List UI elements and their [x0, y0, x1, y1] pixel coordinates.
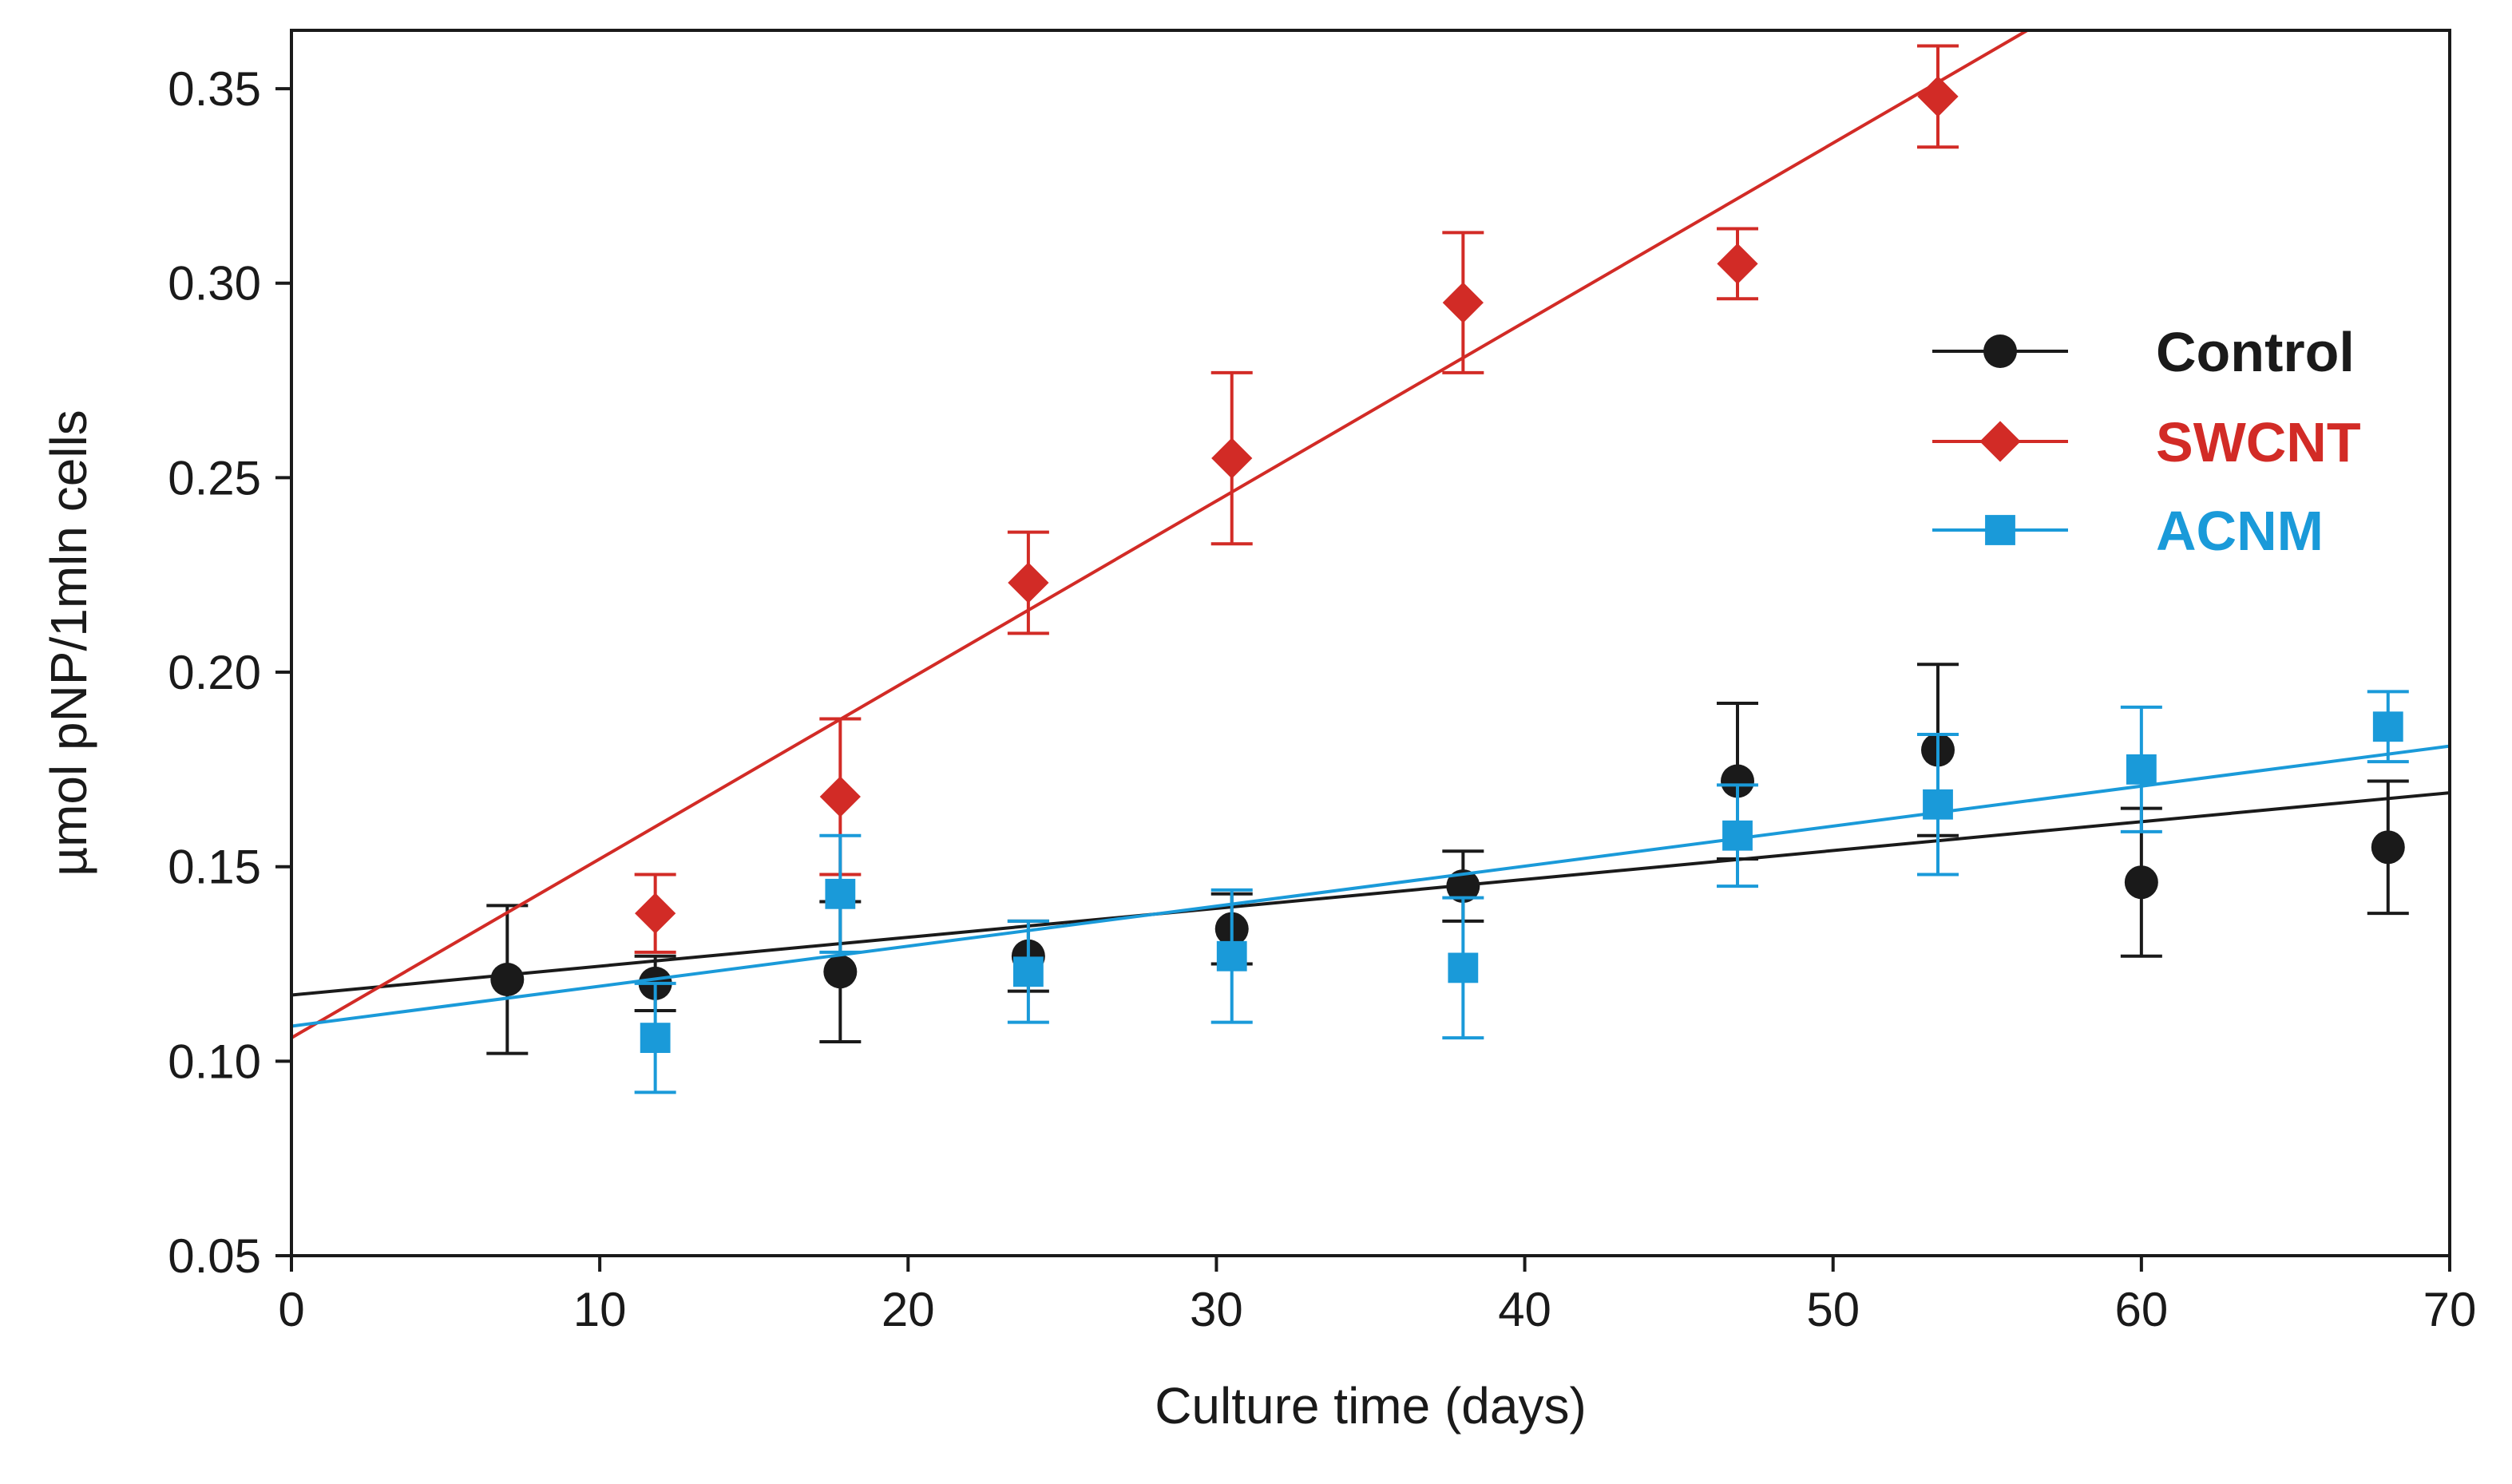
acnm-point	[2126, 754, 2157, 785]
y-axis-title: µmol pNP/1mln cells	[40, 410, 97, 877]
legend-item-acnm: ACNM	[1932, 500, 2324, 562]
control-point	[2371, 830, 2405, 865]
swcnt-point	[1917, 76, 1959, 117]
x-axis: 0 10 20 30 40 50 60 70	[278, 1256, 2476, 1336]
legend: Control SWCNT ACNM	[1932, 321, 2361, 562]
x-tick-label: 60	[2114, 1283, 2168, 1336]
series-acnm	[291, 690, 2451, 1094]
acnm-point	[640, 1023, 671, 1054]
x-tick-label: 0	[278, 1283, 304, 1336]
acnm-point	[1448, 952, 1479, 983]
acnm-point	[1722, 820, 1753, 851]
swcnt-fit-line	[290, 29, 2028, 1039]
legend-marker-acnm	[1985, 515, 2015, 545]
x-tick-label: 10	[573, 1283, 627, 1336]
acnm-point	[1216, 940, 1247, 972]
control-fit-line	[291, 791, 2451, 997]
swcnt-point	[635, 892, 676, 934]
y-tick-label: 0.30	[168, 257, 261, 311]
acnm-point	[825, 878, 856, 909]
swcnt-point	[819, 776, 861, 817]
y-tick-label: 0.15	[168, 841, 261, 894]
x-tick-label: 20	[882, 1283, 935, 1336]
control-point	[1721, 764, 1755, 798]
swcnt-point	[1717, 243, 1758, 285]
swcnt-point	[1008, 562, 1049, 603]
x-tick-label: 30	[1190, 1283, 1243, 1336]
control-point	[490, 963, 525, 997]
legend-label-acnm: ACNM	[2156, 500, 2324, 562]
series-control	[291, 663, 2451, 1055]
acnm-point	[1012, 956, 1044, 987]
acnm-point	[2372, 711, 2403, 742]
y-tick-label: 0.10	[168, 1035, 261, 1088]
x-tick-label: 70	[2423, 1283, 2477, 1336]
plot-area	[290, 29, 2451, 1094]
legend-marker-control	[1983, 334, 2017, 368]
swcnt-point	[1442, 282, 1484, 323]
acnm-fit-line	[291, 744, 2451, 1028]
legend-label-control: Control	[2156, 321, 2355, 383]
control-point	[2124, 865, 2158, 900]
x-tick-label: 40	[1498, 1283, 1551, 1336]
series-swcnt	[290, 29, 2028, 1039]
legend-marker-swcnt	[1979, 421, 2021, 462]
y-tick-label: 0.25	[168, 451, 261, 505]
y-tick-label: 0.35	[168, 62, 261, 116]
y-tick-label: 0.20	[168, 646, 261, 699]
legend-item-control: Control	[1932, 321, 2355, 383]
y-axis: 0.05 0.10 0.15 0.20 0.25 0.30 0.35	[168, 62, 291, 1283]
legend-label-swcnt: SWCNT	[2156, 411, 2361, 473]
control-point	[823, 955, 858, 989]
swcnt-point	[1211, 437, 1253, 479]
legend-item-swcnt: SWCNT	[1932, 411, 2361, 473]
x-axis-title: Culture time (days)	[1155, 1377, 1587, 1435]
acnm-point	[1923, 789, 1953, 820]
plot-frame	[290, 29, 2451, 1257]
control-point	[1446, 869, 1480, 904]
y-tick-label: 0.05	[168, 1229, 261, 1283]
x-tick-label: 50	[1806, 1283, 1860, 1336]
